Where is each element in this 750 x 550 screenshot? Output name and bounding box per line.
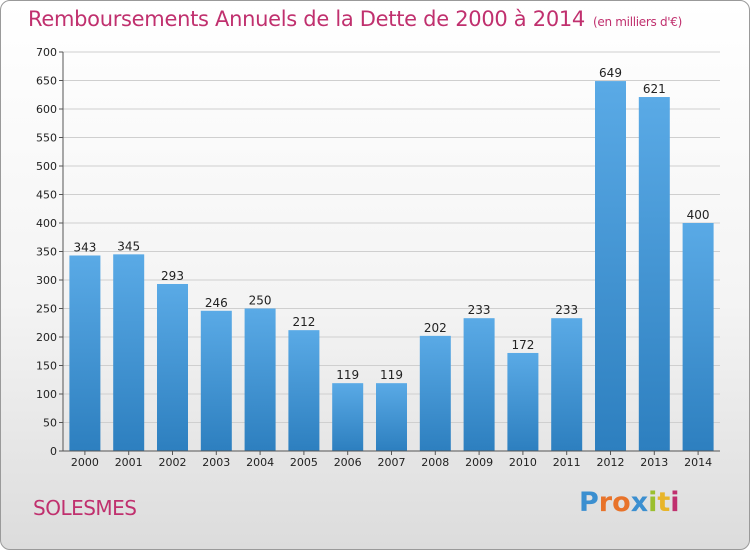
x-tick-label: 2000 xyxy=(71,456,99,469)
x-tick-label: 2013 xyxy=(640,456,668,469)
x-tick-label: 2006 xyxy=(334,456,362,469)
bar xyxy=(638,97,670,451)
y-tick-label: 350 xyxy=(36,246,57,259)
logo-letter: o xyxy=(612,487,631,518)
y-tick-label: 450 xyxy=(36,189,57,202)
bar xyxy=(376,383,407,451)
bar xyxy=(595,81,626,451)
x-tick-label: 2014 xyxy=(684,456,712,469)
y-tick-label: 0 xyxy=(50,445,57,458)
x-tick-label: 2002 xyxy=(159,456,187,469)
bar-value-label: 246 xyxy=(205,296,228,310)
x-tick-label: 2007 xyxy=(378,456,406,469)
y-tick-label: 300 xyxy=(36,274,57,287)
y-tick-label: 650 xyxy=(36,75,57,88)
x-tick-label: 2001 xyxy=(115,456,143,469)
x-tick-label: 2008 xyxy=(421,456,449,469)
bar-value-label: 172 xyxy=(511,338,534,352)
logo-letter: P xyxy=(579,487,599,518)
bar xyxy=(200,310,232,451)
logo-letter: i xyxy=(648,487,658,518)
bar xyxy=(507,352,539,451)
bars: 343 345 293 246 250 212 119 119 202 233 172 233 649 6… xyxy=(69,66,714,451)
proxiti-logo[interactable]: Proxiti xyxy=(579,487,680,518)
bar xyxy=(288,330,320,451)
y-tick-label: 550 xyxy=(36,132,57,145)
bar xyxy=(157,283,188,451)
bar-value-label: 293 xyxy=(161,269,184,283)
bar-value-label: 119 xyxy=(380,368,403,382)
y-tick-label: 600 xyxy=(36,103,57,116)
bar xyxy=(244,308,276,451)
y-tick-label: 100 xyxy=(36,388,57,401)
logo-letter: x xyxy=(630,487,649,518)
bar-value-label: 250 xyxy=(249,294,272,308)
x-tick-label: 2010 xyxy=(509,456,537,469)
logo-letter: t xyxy=(657,487,671,518)
x-tick-label: 2003 xyxy=(202,456,230,469)
city-name: SOLESMES xyxy=(33,496,137,520)
bar xyxy=(113,254,145,451)
y-axis: 0 50 100 150 200 250 300 350 400 450 500 550 600 650 7… xyxy=(36,46,64,458)
bar-value-label: 649 xyxy=(599,66,622,80)
bar-value-label: 233 xyxy=(468,303,491,317)
x-tick-label: 2005 xyxy=(290,456,318,469)
y-tick-label: 500 xyxy=(36,160,57,173)
x-axis: 2000 2001 2002 2003 2004 2005 2006 2007 2008 2009… xyxy=(63,450,720,469)
bar xyxy=(69,255,101,451)
y-tick-label: 700 xyxy=(36,46,57,59)
bar xyxy=(332,383,364,451)
bar xyxy=(682,223,714,451)
chart-title-text: Remboursements Annuels de la Dette de 20… xyxy=(28,7,585,31)
bar-value-label: 119 xyxy=(336,368,359,382)
y-tick-label: 200 xyxy=(36,331,57,344)
x-tick-label: 2009 xyxy=(465,456,493,469)
bar-value-label: 212 xyxy=(292,315,315,329)
y-tick-label: 400 xyxy=(36,217,57,230)
logo-letter: r xyxy=(598,487,613,518)
x-tick-label: 2011 xyxy=(553,456,581,469)
bar-value-label: 400 xyxy=(687,208,710,222)
bar-value-label: 202 xyxy=(424,321,447,335)
bar xyxy=(551,318,583,451)
y-tick-label: 150 xyxy=(36,360,57,373)
chart-title: Remboursements Annuels de la Dette de 20… xyxy=(28,7,682,31)
x-tick-label: 2004 xyxy=(246,456,274,469)
bar-value-label: 233 xyxy=(555,303,578,317)
chart-unit: (en milliers d'€) xyxy=(593,15,683,29)
bar-value-label: 345 xyxy=(117,239,140,253)
logo-letter: i xyxy=(670,487,680,518)
bar xyxy=(463,318,495,451)
x-tick-label: 2012 xyxy=(597,456,625,469)
bar xyxy=(419,335,451,451)
bar-value-label: 343 xyxy=(73,240,96,254)
y-tick-label: 250 xyxy=(36,303,57,316)
bar-value-label: 621 xyxy=(643,82,666,96)
y-tick-label: 50 xyxy=(43,417,57,430)
